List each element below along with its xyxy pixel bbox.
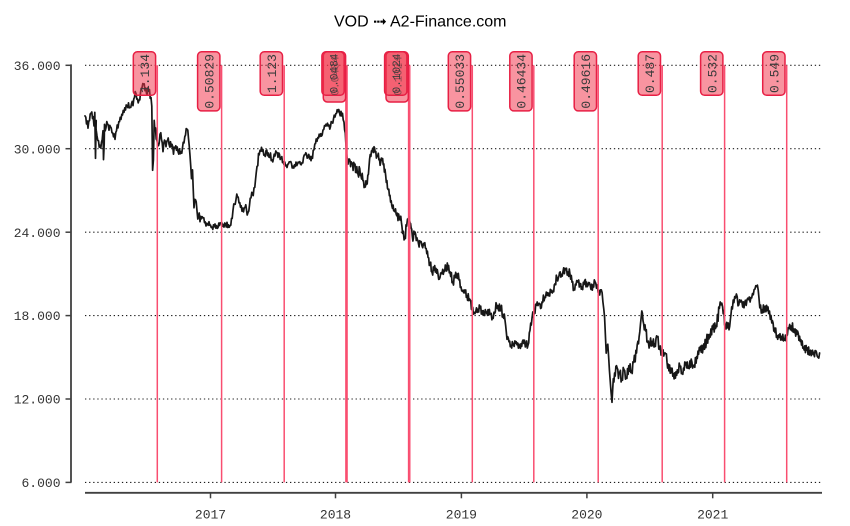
svg-text:0.55033: 0.55033	[453, 54, 468, 109]
svg-text:VOD: VOD	[334, 13, 369, 30]
svg-text:6.000: 6.000	[21, 476, 60, 491]
svg-text:2017: 2017	[195, 508, 226, 523]
svg-text:A2-Finance.com: A2-Finance.com	[390, 13, 507, 30]
svg-text:1.134: 1.134	[138, 54, 153, 93]
svg-text:18.000: 18.000	[14, 309, 61, 324]
svg-text:2020: 2020	[571, 508, 602, 523]
svg-text:0.1024: 0.1024	[392, 53, 404, 93]
svg-text:0.49616: 0.49616	[579, 54, 594, 109]
svg-text:0.532: 0.532	[705, 54, 720, 93]
svg-text:2018: 2018	[320, 508, 351, 523]
svg-text:12.000: 12.000	[14, 393, 61, 408]
svg-text:2021: 2021	[697, 508, 728, 523]
svg-text:0.50829: 0.50829	[202, 54, 217, 109]
svg-text:0.46434: 0.46434	[515, 54, 530, 109]
svg-text:24.000: 24.000	[14, 226, 61, 241]
svg-text:0.0484: 0.0484	[329, 53, 341, 93]
svg-text:36.000: 36.000	[14, 59, 61, 74]
svg-text:0.0484: 0.0484	[331, 56, 343, 96]
svg-text:30.000: 30.000	[14, 142, 61, 157]
svg-text:2019: 2019	[446, 508, 477, 523]
svg-text:1.123: 1.123	[265, 54, 280, 93]
svg-text:0.549: 0.549	[768, 54, 783, 93]
svg-text:0.1024: 0.1024	[393, 56, 405, 96]
svg-text:0.487: 0.487	[643, 54, 658, 93]
